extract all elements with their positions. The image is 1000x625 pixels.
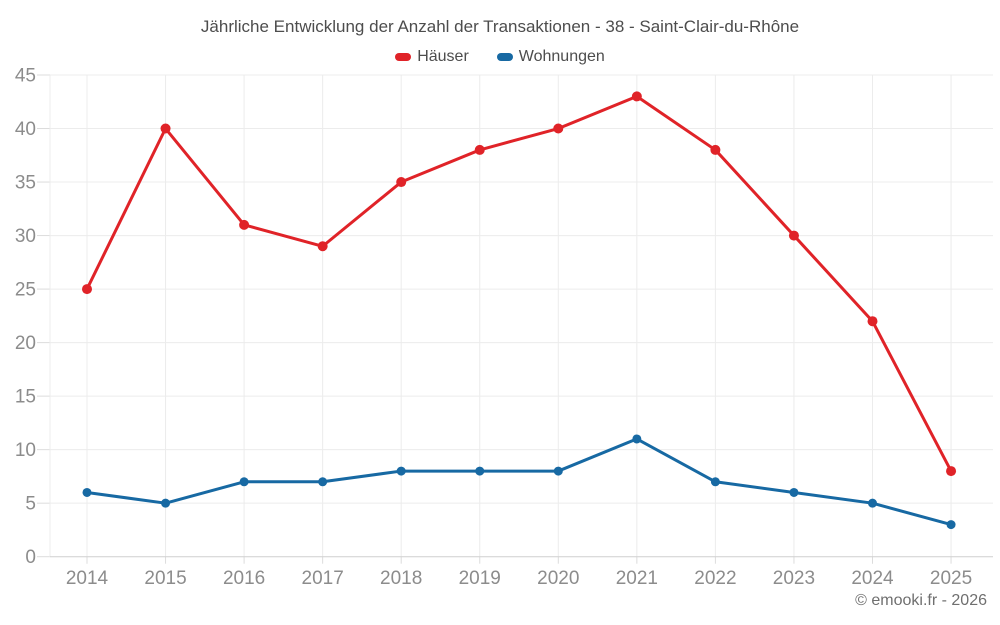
chart-title: Jährliche Entwicklung der Anzahl der Tra… (200, 17, 800, 36)
legend-label-haeuser: Häuser (417, 48, 469, 65)
data-point (318, 477, 328, 487)
y-axis-label: 5 (25, 494, 36, 515)
x-axis-label: 2025 (930, 568, 972, 589)
x-axis-label: 2015 (144, 568, 186, 589)
y-axis-label: 0 (25, 547, 36, 568)
series-wohnungen (82, 434, 956, 530)
legend-item-haeuser[interactable]: Häuser (395, 48, 469, 66)
data-point (553, 466, 563, 476)
data-point (710, 144, 721, 155)
x-axis-label: 2023 (773, 568, 815, 589)
data-point (632, 434, 642, 444)
y-axis-label: 35 (15, 173, 36, 194)
x-axis-label: 2024 (851, 568, 894, 589)
x-axis-label: 2018 (380, 568, 422, 589)
y-axis-label: 30 (15, 226, 36, 247)
x-axis-label: 2022 (694, 568, 736, 589)
chart-legend: Häuser Wohnungen (0, 46, 1000, 68)
x-axis-label: 2020 (537, 568, 579, 589)
series-line (85, 94, 953, 473)
data-point (475, 466, 485, 476)
y-axis-label: 15 (15, 387, 36, 408)
data-point (317, 241, 328, 252)
y-axis-label: 40 (15, 119, 36, 140)
data-point (239, 219, 250, 230)
legend-item-wohnungen[interactable]: Wohnungen (496, 48, 605, 66)
data-point (396, 177, 407, 188)
legend-swatch-haeuser-icon (395, 53, 412, 61)
data-point (789, 487, 799, 497)
y-axis-label: 10 (15, 440, 36, 461)
x-axis-label: 2016 (223, 568, 265, 589)
data-point (160, 123, 171, 134)
y-axis-label: 25 (15, 280, 36, 301)
data-point (396, 466, 406, 476)
x-axis-label: 2017 (302, 568, 344, 589)
y-axis-label: 20 (15, 333, 36, 354)
legend-label-wohnungen: Wohnungen (518, 48, 605, 65)
data-point (946, 520, 956, 530)
data-point (946, 466, 957, 477)
data-point (868, 498, 877, 508)
data-point (82, 284, 92, 295)
x-axis-label: 2014 (66, 568, 109, 589)
grid-layer (37, 74, 993, 564)
data-point (788, 230, 799, 241)
data-point (710, 477, 720, 487)
data-point (631, 91, 642, 102)
data-point (239, 477, 249, 487)
data-point (161, 498, 171, 508)
copyright: © emooki.fr - 2026 (855, 592, 987, 609)
series-line (85, 437, 953, 527)
legend-swatch-wohnungen-icon (496, 53, 513, 61)
x-axis-label: 2021 (616, 568, 658, 589)
series-haeuser (82, 91, 957, 477)
data-point (474, 144, 485, 155)
x-axis-label: 2019 (459, 568, 501, 589)
data-point (82, 487, 92, 497)
y-axis-label: 45 (15, 66, 36, 87)
data-point (867, 316, 878, 327)
data-point (553, 123, 564, 134)
